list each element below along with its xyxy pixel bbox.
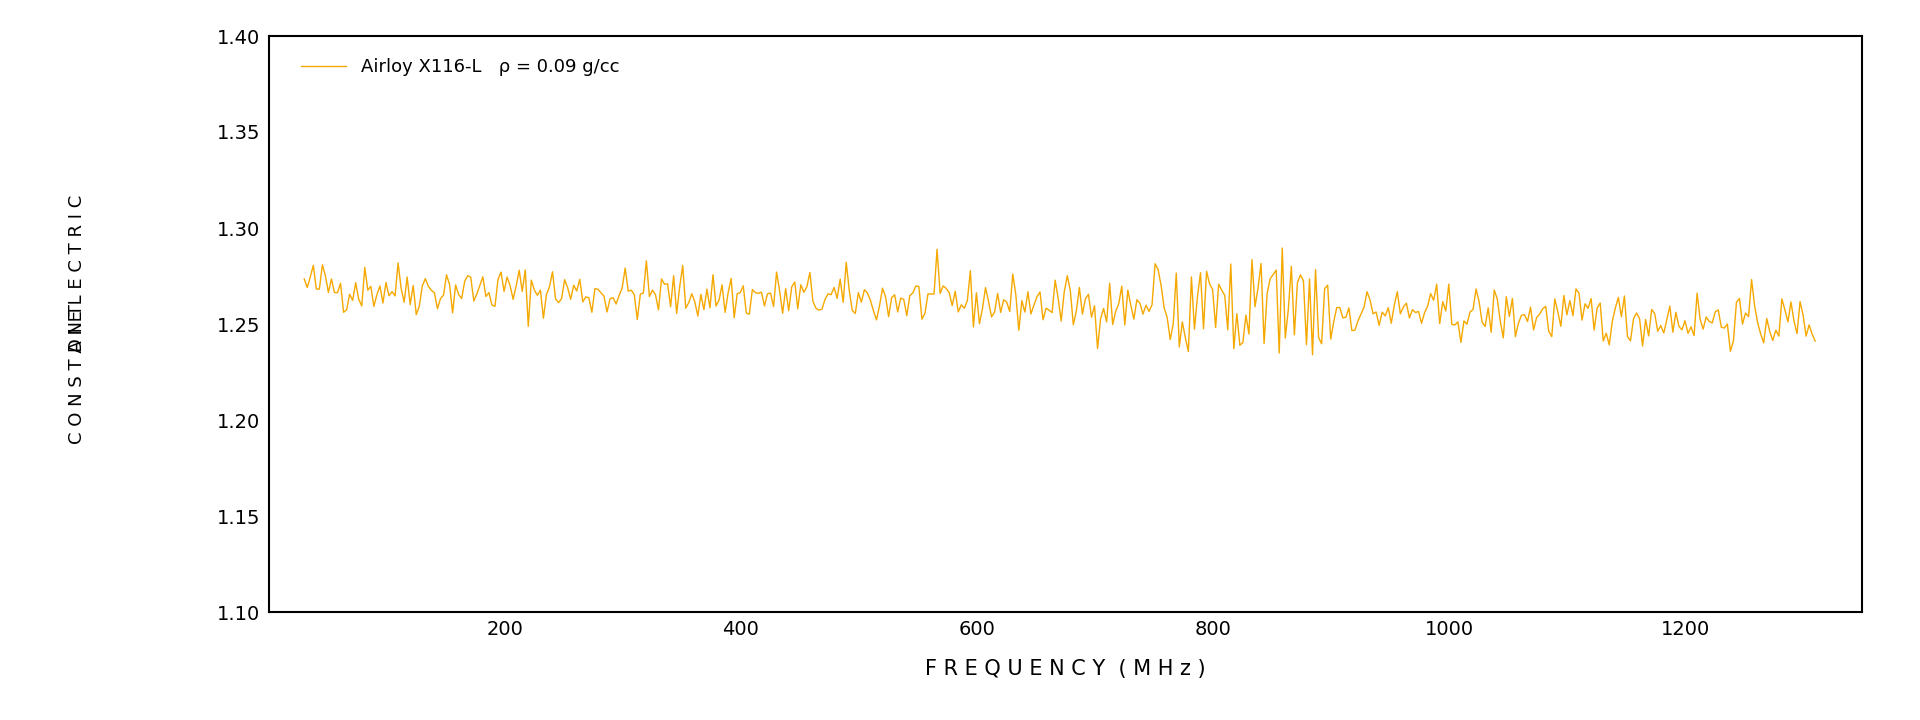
Airloy X116-L   ρ = 0.09 g/cc — [1803, 337, 1826, 346]
Airloy X116-L   ρ = 0.09 g/cc — [1302, 351, 1325, 359]
X-axis label: F R E Q U E N C Y  ( M H z ): F R E Q U E N C Y ( M H z ) — [925, 659, 1206, 679]
Legend: Airloy X116-L   ρ = 0.09 g/cc: Airloy X116-L ρ = 0.09 g/cc — [294, 51, 626, 84]
Text: C O N S T A N T: C O N S T A N T — [67, 305, 86, 444]
Airloy X116-L   ρ = 0.09 g/cc — [1774, 305, 1797, 314]
Airloy X116-L   ρ = 0.09 g/cc — [1271, 243, 1294, 252]
Airloy X116-L   ρ = 0.09 g/cc — [1020, 310, 1043, 318]
Airloy X116-L   ρ = 0.09 g/cc — [1110, 282, 1133, 290]
Text: D I E L E C T R I C: D I E L E C T R I C — [67, 195, 86, 352]
Airloy X116-L   ρ = 0.09 g/cc — [1010, 297, 1033, 305]
Airloy X116-L   ρ = 0.09 g/cc — [292, 274, 315, 283]
Airloy X116-L   ρ = 0.09 g/cc — [1538, 327, 1561, 336]
Airloy X116-L   ρ = 0.09 g/cc — [1192, 325, 1215, 333]
Line: Airloy X116-L   ρ = 0.09 g/cc: Airloy X116-L ρ = 0.09 g/cc — [303, 248, 1814, 355]
